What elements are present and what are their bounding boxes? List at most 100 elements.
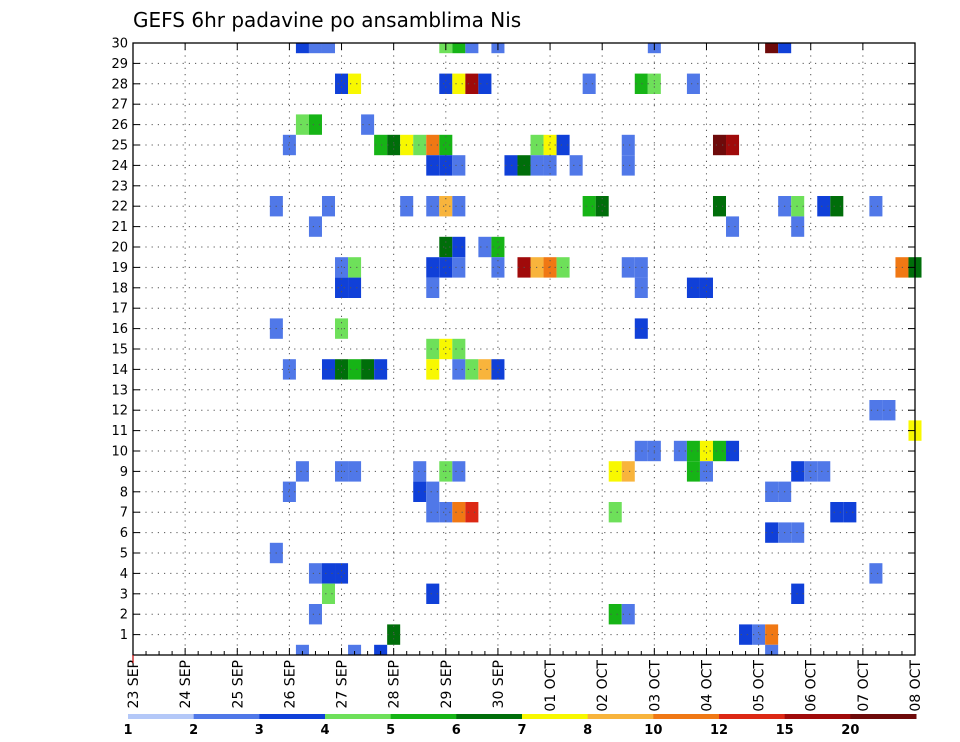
heatmap-cell bbox=[308, 604, 322, 625]
legend-label: 2 bbox=[189, 723, 198, 738]
heatmap-cell bbox=[543, 134, 557, 156]
heatmap-cell bbox=[791, 196, 805, 217]
heatmap-cell bbox=[295, 461, 309, 482]
y-tick-label: 30 bbox=[111, 37, 128, 52]
legend-swatch bbox=[850, 714, 917, 719]
heatmap-cell bbox=[426, 155, 440, 176]
y-tick-label: 10 bbox=[111, 445, 128, 460]
x-tick-label: 28 SEP bbox=[387, 660, 403, 708]
heatmap-cell bbox=[348, 277, 362, 298]
heatmap-cell bbox=[452, 461, 466, 482]
heatmap-cell bbox=[830, 502, 844, 523]
heatmap-cell bbox=[308, 563, 322, 584]
dotted-grid bbox=[133, 43, 915, 655]
heatmap-cell bbox=[439, 502, 453, 523]
y-tick-label: 19 bbox=[111, 261, 128, 276]
legend-label: 8 bbox=[583, 723, 592, 738]
x-tick-label: 26 SEP bbox=[282, 660, 298, 708]
heatmap-cell bbox=[465, 359, 479, 380]
heatmap-cell bbox=[439, 236, 453, 258]
heatmap-cell bbox=[817, 196, 831, 217]
heatmap-cell bbox=[439, 338, 453, 360]
y-tick-label: 4 bbox=[120, 567, 128, 582]
heatmap-cell bbox=[295, 114, 309, 135]
legend-swatch bbox=[390, 714, 457, 719]
heatmap-cell bbox=[282, 481, 296, 502]
heatmap-cell bbox=[686, 461, 700, 482]
heatmap-cell bbox=[452, 155, 466, 176]
heatmap-cell bbox=[426, 196, 440, 217]
legend-swatch bbox=[719, 714, 786, 719]
heatmap-cell bbox=[321, 359, 336, 380]
heatmap-cell bbox=[582, 73, 596, 94]
heatmap-cell bbox=[686, 73, 700, 94]
y-tick-label: 23 bbox=[111, 179, 128, 194]
heatmap-cell bbox=[726, 134, 740, 156]
heatmap-cell bbox=[426, 257, 440, 278]
y-tick-label: 16 bbox=[111, 322, 128, 337]
heatmap-cell bbox=[452, 359, 466, 380]
heatmap-cell bbox=[452, 43, 466, 54]
x-tick-label: 01 OCT bbox=[543, 660, 559, 712]
heatmap-cell bbox=[634, 257, 648, 278]
heatmap-cell bbox=[308, 43, 322, 54]
heatmap-cell bbox=[361, 114, 375, 135]
chart-title: GEFS 6hr padavine po ansamblima Nis bbox=[133, 8, 521, 32]
heatmap-cell bbox=[426, 502, 440, 523]
legend-label: 4 bbox=[320, 723, 329, 738]
legend-swatch bbox=[259, 714, 326, 719]
heatmap-cell bbox=[282, 359, 296, 380]
y-tick-label: 3 bbox=[120, 587, 128, 602]
heatmap-cell bbox=[608, 604, 622, 625]
heatmap-cell bbox=[712, 440, 727, 462]
heatmap-cells bbox=[269, 43, 922, 655]
y-tick-label: 1 bbox=[120, 628, 128, 643]
heatmap-cell bbox=[348, 257, 362, 278]
y-tick-label: 11 bbox=[111, 424, 128, 439]
heatmap-cell bbox=[426, 338, 440, 360]
heatmap-cell bbox=[765, 43, 779, 54]
legend-swatch bbox=[325, 714, 392, 719]
heatmap-cell bbox=[791, 583, 805, 604]
heatmap-cell bbox=[452, 502, 466, 523]
y-tick-label: 26 bbox=[111, 118, 128, 133]
heatmap-cell bbox=[452, 236, 466, 258]
heatmap-cell bbox=[465, 43, 479, 54]
x-tick-label: 04 OCT bbox=[699, 660, 715, 712]
legend-swatch bbox=[587, 714, 654, 719]
legend-label: 10 bbox=[644, 723, 662, 738]
x-tick-label: 03 OCT bbox=[647, 660, 663, 712]
legend-label: 20 bbox=[841, 723, 859, 738]
y-tick-label: 12 bbox=[111, 404, 128, 419]
heatmap-cell bbox=[361, 359, 375, 380]
heatmap-cell bbox=[321, 196, 336, 217]
y-tick-label: 29 bbox=[111, 57, 128, 72]
y-tick-label: 22 bbox=[111, 200, 128, 215]
heatmap-cell bbox=[686, 277, 700, 298]
legend-label: 6 bbox=[452, 723, 461, 738]
heatmap-cell bbox=[374, 359, 388, 380]
x-tick-label: 24 SEP bbox=[178, 660, 194, 708]
x-tick-label: 23 SEP bbox=[126, 660, 142, 708]
y-axis: 1234567891011121314151617181920212223242… bbox=[111, 37, 915, 643]
heatmap-cell bbox=[621, 604, 635, 625]
heatmap-cell bbox=[726, 440, 740, 462]
y-tick-label: 18 bbox=[111, 281, 128, 296]
heatmap-cell bbox=[491, 236, 505, 258]
legend-swatch bbox=[522, 714, 589, 719]
heatmap-cell bbox=[869, 400, 883, 421]
heatmap-cell bbox=[439, 134, 453, 156]
legend-label: 5 bbox=[386, 723, 395, 738]
x-tick-label: 29 SEP bbox=[439, 660, 455, 708]
heatmap-cell bbox=[621, 257, 635, 278]
heatmap-cell bbox=[752, 624, 766, 645]
heatmap-cell bbox=[686, 440, 700, 462]
heatmap-cell bbox=[413, 481, 427, 502]
legend-label: 12 bbox=[710, 723, 728, 738]
heatmap-cell bbox=[465, 502, 479, 523]
y-tick-label: 20 bbox=[111, 241, 128, 256]
heatmap-cell bbox=[543, 155, 557, 176]
heatmap-cell bbox=[739, 624, 753, 645]
heatmap-cell bbox=[426, 277, 440, 298]
